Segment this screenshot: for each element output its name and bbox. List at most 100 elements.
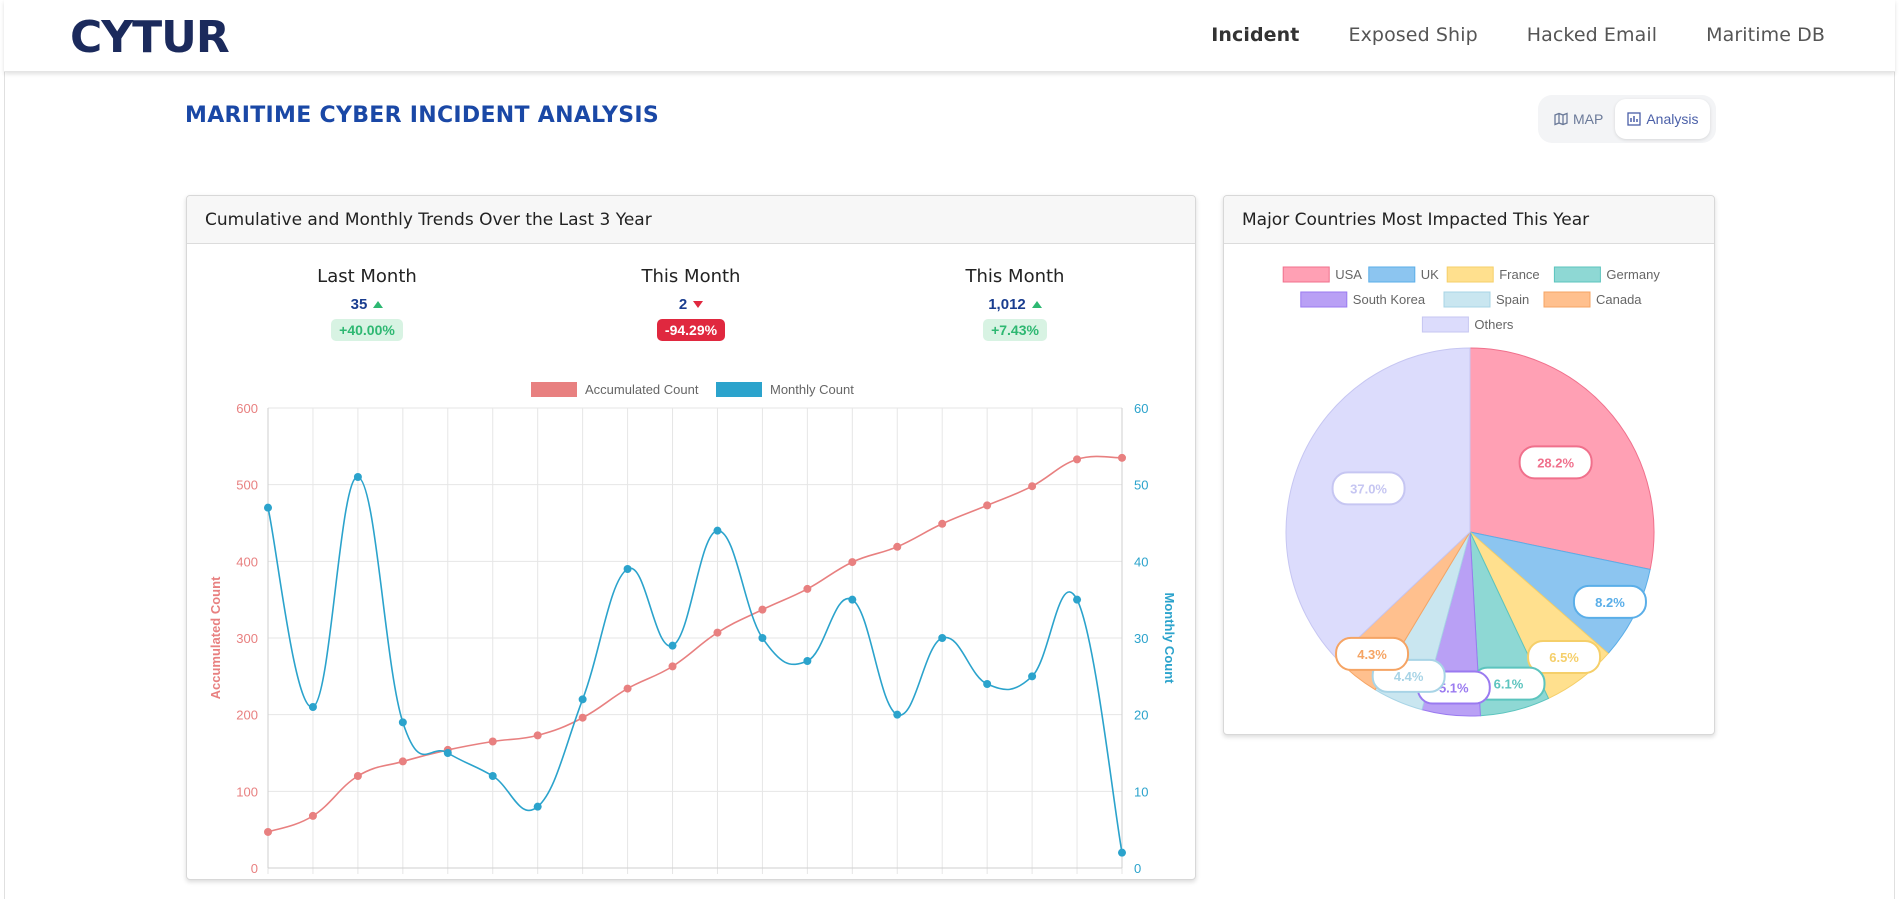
y-right-tick-label: 20	[1134, 708, 1148, 723]
x-tick-label: 2023-09	[451, 876, 499, 879]
accumulated-point[interactable]	[1028, 482, 1037, 491]
pie-legend-label[interactable]: France	[1499, 267, 1539, 282]
view-toggle: MAP Analysis	[1538, 95, 1716, 143]
accumulated-point[interactable]	[533, 731, 542, 740]
x-tick-label: 2024-05	[810, 876, 858, 879]
monthly-point[interactable]	[893, 710, 902, 719]
x-tick-label: 2024-09	[990, 876, 1038, 879]
pie-legend-swatch[interactable]	[1543, 291, 1591, 308]
nav-item-exposed-ship[interactable]: Exposed Ship	[1348, 24, 1478, 46]
monthly-point[interactable]	[353, 473, 362, 481]
pie-data-label: 37.0%	[1350, 481, 1387, 496]
legend-label[interactable]: Accumulated Count	[585, 382, 699, 397]
pie-legend-swatch[interactable]	[1443, 291, 1491, 308]
map-view-button[interactable]: MAP	[1542, 99, 1615, 139]
accumulated-point[interactable]	[1073, 455, 1082, 464]
pie-data-label: 6.5%	[1549, 650, 1579, 665]
pie-data-label: 4.3%	[1357, 647, 1387, 662]
stat-value-row: 35	[257, 296, 477, 313]
cytur-logo[interactable]: CYTUR	[70, 14, 235, 58]
pie-legend-label[interactable]: Others	[1474, 317, 1514, 332]
pie-legend-swatch[interactable]	[1282, 266, 1330, 283]
x-tick-label: 2023-05	[271, 876, 319, 879]
monthly-point[interactable]	[578, 695, 587, 704]
pie-data-label: 4.4%	[1394, 669, 1424, 684]
pie-legend-label[interactable]: USA	[1335, 267, 1362, 282]
accumulated-point[interactable]	[623, 684, 632, 693]
monthly-point[interactable]	[308, 703, 317, 711]
logo-text: CYTUR	[70, 14, 229, 58]
analysis-view-button[interactable]: Analysis	[1615, 99, 1711, 139]
stat-2: This Month 1,012 +7.43%	[905, 266, 1125, 341]
accumulated-point[interactable]	[578, 713, 587, 722]
legend-swatch[interactable]	[716, 382, 762, 397]
accumulated-point[interactable]	[893, 542, 902, 551]
monthly-point[interactable]	[488, 772, 497, 780]
monthly-point[interactable]	[264, 503, 272, 512]
accumulated-point[interactable]	[264, 827, 272, 836]
pie-card-title: Major Countries Most Impacted This Year	[1224, 196, 1714, 244]
pie-legend-swatch[interactable]	[1421, 316, 1469, 333]
pie-data-label-bg	[1331, 471, 1406, 506]
legend-label[interactable]: Monthly Count	[770, 382, 854, 397]
monthly-point[interactable]	[983, 680, 992, 688]
y-right-tick-label: 40	[1134, 554, 1148, 569]
monthly-point[interactable]	[1118, 848, 1126, 857]
pie-data-label-bg	[1527, 639, 1602, 674]
stat-value: 1,012	[988, 296, 1026, 313]
accumulated-point[interactable]	[758, 605, 767, 614]
pie-legend-label[interactable]: Spain	[1496, 292, 1529, 307]
x-tick-label: 2024-10	[1035, 876, 1083, 879]
accumulated-point[interactable]	[713, 628, 722, 637]
pie-legend-label[interactable]: UK	[1421, 267, 1439, 282]
monthly-point[interactable]	[533, 802, 542, 811]
accumulated-point[interactable]	[1118, 453, 1126, 462]
nav-item-hacked-email[interactable]: Hacked Email	[1526, 24, 1658, 46]
x-tick-label: 2023-08	[406, 876, 454, 879]
accumulated-point[interactable]	[398, 757, 407, 766]
accumulated-point[interactable]	[488, 737, 497, 746]
pie-legend-label[interactable]: Germany	[1606, 267, 1660, 282]
pie-legend-swatch[interactable]	[1368, 266, 1416, 283]
trend-chart: 010020030040050060001020304050602023-042…	[208, 382, 1177, 879]
monthly-point[interactable]	[398, 718, 407, 727]
pie-legend-swatch[interactable]	[1300, 291, 1348, 308]
stat-change-wrap: +40.00%	[257, 313, 477, 341]
accumulated-point[interactable]	[308, 811, 317, 820]
analysis-view-label: Analysis	[1646, 111, 1699, 127]
pie-card: Major Countries Most Impacted This Year …	[1223, 195, 1715, 735]
pie-chart: USA UK France Germany South Korea Spain Canada…	[1282, 266, 1660, 717]
stat-change-badge: +7.43%	[983, 319, 1047, 341]
nav-item-incident[interactable]: Incident	[1211, 24, 1300, 46]
map-icon	[1554, 112, 1568, 126]
legend-swatch[interactable]	[531, 382, 577, 397]
monthly-point[interactable]	[1028, 672, 1037, 681]
nav-item-maritime-db[interactable]: Maritime DB	[1706, 24, 1825, 46]
stat-label: Last Month	[317, 266, 417, 287]
monthly-point[interactable]	[623, 565, 632, 573]
x-tick-label: 2024-07	[900, 876, 948, 879]
monthly-point[interactable]	[713, 526, 722, 535]
x-tick-label: 2023-11	[541, 876, 588, 879]
monthly-point[interactable]	[1073, 595, 1082, 604]
monthly-point[interactable]	[803, 657, 812, 665]
accumulated-point[interactable]	[983, 501, 992, 510]
pie-legend-label[interactable]: Canada	[1596, 292, 1642, 307]
accumulated-point[interactable]	[803, 584, 812, 593]
x-tick-label: 2023-04	[226, 876, 274, 879]
accumulated-point[interactable]	[848, 558, 857, 567]
main-nav: Incident Exposed Ship Hacked Email Maritime…	[1211, 24, 1825, 46]
accumulated-point[interactable]	[353, 772, 362, 780]
x-tick-label: 2023-10	[496, 876, 544, 879]
monthly-point[interactable]	[758, 634, 767, 642]
monthly-point[interactable]	[938, 634, 947, 642]
monthly-point[interactable]	[668, 641, 677, 650]
stat-change-badge: +40.00%	[331, 319, 403, 341]
pie-legend-label[interactable]: South Korea	[1353, 292, 1426, 307]
accumulated-point[interactable]	[938, 519, 947, 528]
monthly-point[interactable]	[848, 595, 857, 604]
pie-legend-swatch[interactable]	[1553, 266, 1601, 283]
pie-legend-swatch[interactable]	[1446, 266, 1494, 283]
monthly-point[interactable]	[443, 749, 452, 757]
accumulated-point[interactable]	[668, 662, 677, 671]
